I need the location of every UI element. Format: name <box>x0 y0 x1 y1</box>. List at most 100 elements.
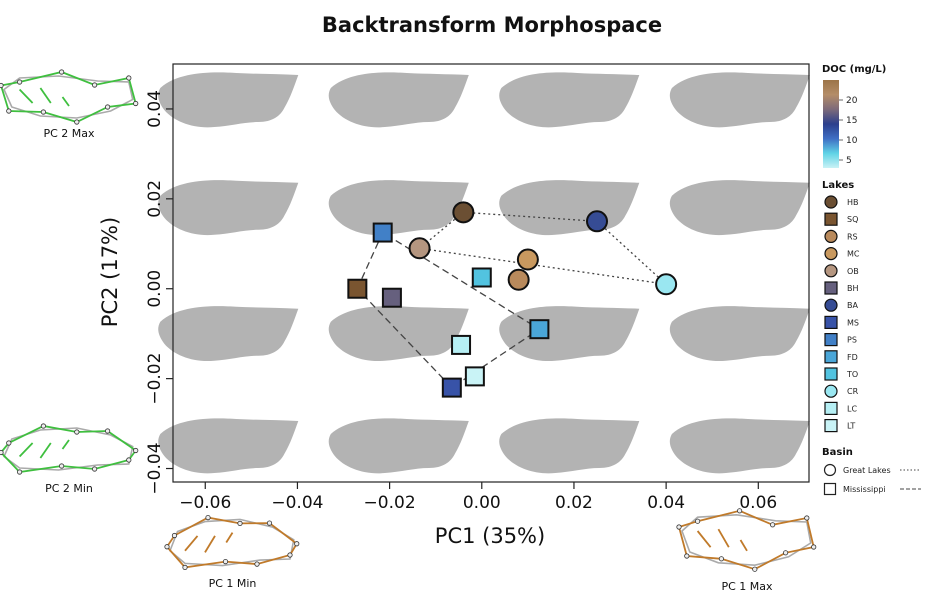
landmark-point <box>237 520 243 526</box>
y-axis-title: PC2 (17%) <box>98 217 122 327</box>
x-tick-label: −0.04 <box>271 493 323 513</box>
background-shape-grid <box>158 72 810 474</box>
x-tick-label: 0.02 <box>555 493 593 513</box>
point-to <box>471 267 492 288</box>
inset-label: PC 1 Max <box>721 580 773 593</box>
inset-label: PC 2 Min <box>45 482 93 495</box>
landmark-point <box>17 469 23 475</box>
basin-legend-label: Mississippi <box>843 485 886 494</box>
landmark-point <box>811 544 817 550</box>
background-fish-shape <box>158 180 299 236</box>
inner-landmark-line <box>61 96 70 107</box>
hull-great-lakes <box>418 211 669 286</box>
background-fish-shape <box>669 418 810 474</box>
background-fish-shape <box>328 72 469 128</box>
colorbar-ticks: 5 10 15 20 <box>839 96 858 166</box>
legend-marker-rs <box>824 229 838 243</box>
legend-marker-cr <box>824 384 838 398</box>
inset-pc-1-max: PC 1 Max <box>676 508 817 593</box>
colorbar-tick-label: 5 <box>846 156 852 166</box>
inner-landmark-line <box>717 528 730 548</box>
basin-legend-title: Basin <box>822 447 853 458</box>
legend-marker-hb <box>824 195 838 209</box>
lakes-legend: HB SQ RS MC OB BH BA MS PS FD TO CR LC LT <box>824 195 860 433</box>
legend-label-ob: OB <box>847 267 859 276</box>
point-ob <box>408 237 431 260</box>
extreme-outline <box>0 71 137 123</box>
landmark-point <box>126 457 132 463</box>
inner-landmark-line <box>739 539 748 552</box>
colorbar-tick-label: 10 <box>846 136 858 146</box>
x-tick-label: −0.02 <box>364 493 416 513</box>
x-tick-label: 0.00 <box>463 493 501 513</box>
legend-marker-to <box>824 367 838 381</box>
landmark-point <box>770 522 776 528</box>
background-fish-shape <box>499 306 640 362</box>
legend-label-lc: LC <box>847 404 857 413</box>
x-axis: −0.06 −0.04 −0.02 0.00 0.02 0.04 0.06 <box>179 482 777 513</box>
background-fish-shape <box>158 306 299 362</box>
landmark-point <box>105 428 111 434</box>
lakes-legend-title: Lakes <box>822 180 854 191</box>
landmark-point <box>287 552 293 558</box>
point-ba <box>586 210 608 233</box>
outline-insets: PC 2 Max PC 2 Min PC 1 Min PC 1 Max <box>0 69 817 593</box>
inner-landmark-line <box>18 442 34 458</box>
y-tick-label: 0.00 <box>145 270 165 308</box>
legend-label-hb: HB <box>847 198 859 207</box>
inset-label: PC 2 Max <box>43 127 95 140</box>
y-tick-label: 0.04 <box>145 90 165 128</box>
data-points <box>347 201 678 398</box>
legend-label-mc: MC <box>847 250 860 259</box>
inset-pc-2-max: PC 2 Max <box>0 69 139 140</box>
basin-legend-marker-circle <box>823 463 837 477</box>
landmark-point <box>74 429 80 435</box>
landmark-point <box>783 550 789 556</box>
inset-pc-2-min: PC 2 Min <box>0 423 139 495</box>
background-fish-shape <box>328 418 469 474</box>
background-fish-shape <box>328 306 469 362</box>
point-ps <box>372 222 393 243</box>
legend-label-fd: FD <box>847 353 858 362</box>
basin-legend-marker-square <box>823 482 837 496</box>
basin-hulls <box>356 211 669 389</box>
landmark-point <box>58 69 65 75</box>
background-fish-shape <box>499 72 640 128</box>
legend-label-ms: MS <box>847 318 859 327</box>
basin-legend: Great Lakes Mississippi <box>823 463 921 496</box>
x-tick-label: 0.04 <box>647 493 685 513</box>
chart-title: Backtransform Morphospace <box>322 13 662 37</box>
legend-label-bh: BH <box>847 284 859 293</box>
background-fish-shape <box>669 180 810 236</box>
landmark-point <box>182 564 188 571</box>
landmark-point <box>92 466 98 472</box>
point-sq <box>347 278 368 299</box>
landmark-point <box>0 449 4 456</box>
landmark-point <box>74 119 80 125</box>
inner-landmark-line <box>61 439 70 450</box>
landmark-point <box>126 75 132 81</box>
landmark-point <box>6 108 12 114</box>
legend-marker-ob <box>824 264 838 278</box>
legend-label-ba: BA <box>847 301 858 310</box>
legend-marker-fd <box>824 350 838 364</box>
legend-label-rs: RS <box>847 232 858 241</box>
landmark-point <box>40 423 47 429</box>
landmark-point <box>718 556 725 562</box>
point-ms <box>441 377 462 398</box>
legend-marker-lc <box>824 401 838 415</box>
x-tick-label: −0.06 <box>179 493 231 513</box>
background-fish-shape <box>158 418 299 474</box>
colorbar <box>823 80 839 168</box>
landmark-point <box>254 561 260 567</box>
landmark-point <box>171 532 178 539</box>
background-fish-shape <box>499 418 640 474</box>
inset-pc-1-min: PC 1 Min <box>164 514 300 590</box>
point-cr <box>655 273 678 296</box>
landmark-point <box>695 518 701 524</box>
landmark-point <box>294 541 300 547</box>
landmark-point <box>804 515 810 521</box>
point-lc <box>451 334 472 355</box>
inner-landmark-line <box>225 532 234 543</box>
colorbar-tick-label: 20 <box>846 96 858 106</box>
